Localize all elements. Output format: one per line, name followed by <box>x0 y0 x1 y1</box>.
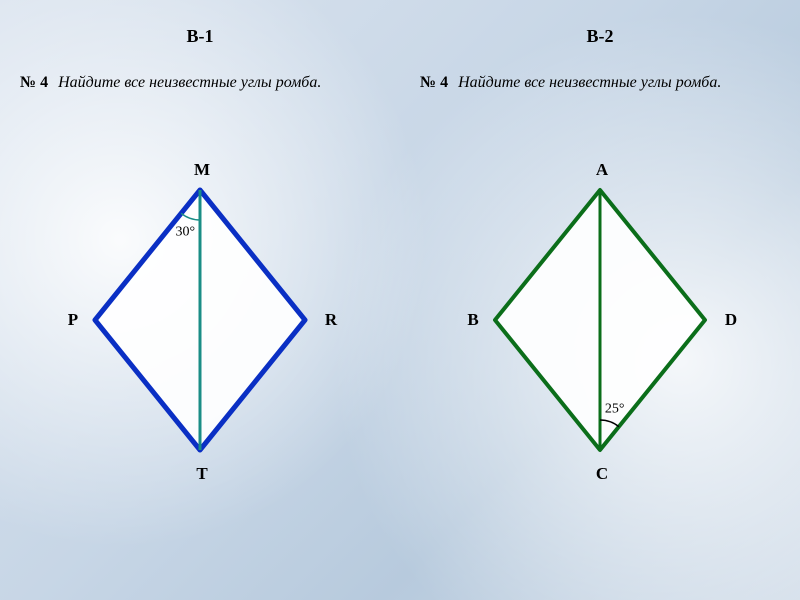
figure-left-container: 30° M P R T <box>0 150 400 570</box>
problem-text-left: Найдите все неизвестные углы ромба. <box>58 74 321 91</box>
worksheet-page: В-1 В-2 № 4 Найдите все неизвестные углы… <box>0 0 800 600</box>
fig-left-svg: 30° <box>0 150 400 510</box>
fig-left-label-P: P <box>63 310 83 330</box>
figures-row: 30° M P R T 25° A B D C <box>0 150 800 570</box>
problem-number-right: № 4 <box>420 74 448 91</box>
problem-text-right: Найдите все неизвестные углы ромба. <box>458 74 721 91</box>
prompts-row: № 4 Найдите все неизвестные углы ромба. … <box>0 74 800 92</box>
fig-right-svg: 25° <box>400 150 800 510</box>
prompt-right: № 4 Найдите все неизвестные углы ромба. <box>400 74 800 92</box>
fig-right-angle-label: 25° <box>605 402 625 417</box>
prompt-left: № 4 Найдите все неизвестные углы ромба. <box>0 74 400 92</box>
fig-right-label-D: D <box>721 310 741 330</box>
figure-right-container: 25° A B D C <box>400 150 800 570</box>
fig-right-label-A: A <box>592 160 612 180</box>
fig-left-angle-label: 30° <box>176 224 196 239</box>
fig-left-label-R: R <box>321 310 341 330</box>
fig-left-label-M: M <box>192 160 212 180</box>
variant-title-left: В-1 <box>0 26 400 47</box>
variant-titles-row: В-1 В-2 <box>0 26 800 47</box>
fig-right-label-B: B <box>463 310 483 330</box>
variant-title-right: В-2 <box>400 26 800 47</box>
problem-number-left: № 4 <box>20 74 48 91</box>
fig-left-label-T: T <box>192 464 212 484</box>
fig-right-label-C: C <box>592 464 612 484</box>
